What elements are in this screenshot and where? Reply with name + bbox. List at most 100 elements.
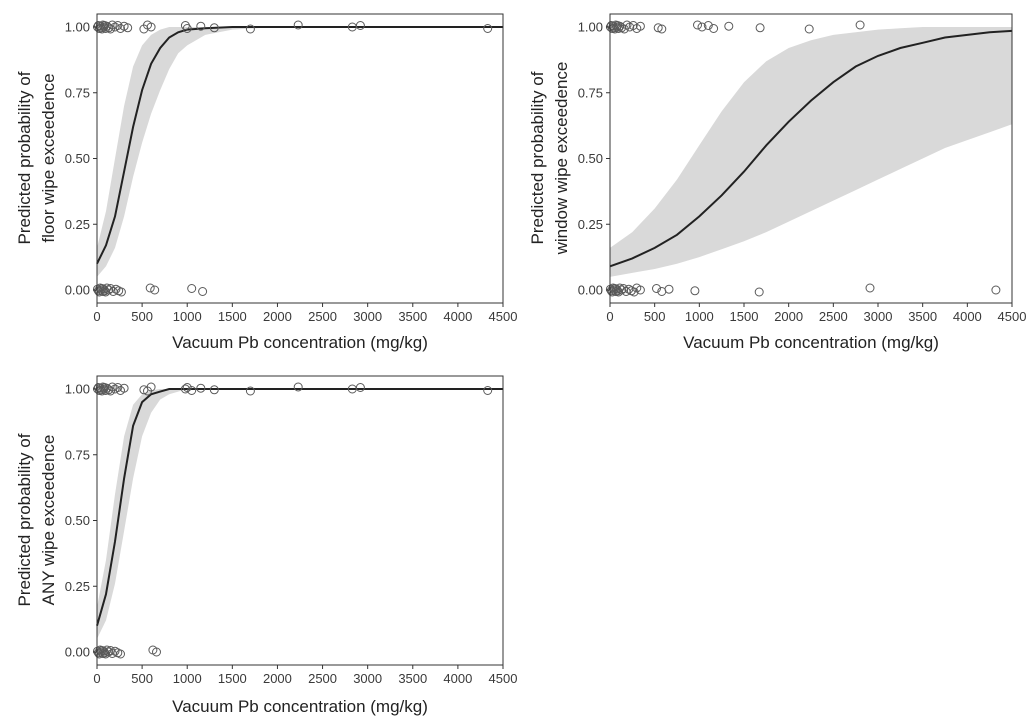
data-point — [152, 647, 161, 657]
data-point — [146, 22, 156, 32]
y-tick-label: 0.75 — [65, 85, 90, 100]
data-point — [107, 20, 117, 30]
data-point — [182, 383, 192, 392]
x-tick-label: 1500 — [730, 309, 759, 324]
x-tick-label: 1000 — [173, 671, 202, 686]
data-point — [116, 287, 126, 297]
data-point — [209, 23, 219, 33]
x-tick-label: 1500 — [218, 671, 247, 686]
x-tick-label: 3000 — [353, 671, 382, 686]
panel-any: 0 500 1000 1500 2000 2500 3000 3500 4000 4500 0.00… — [15, 375, 518, 716]
x-tick-label: 2500 — [819, 309, 848, 324]
x-tick-label: 500 — [644, 309, 666, 324]
y-tick-label: 0.50 — [578, 151, 603, 166]
data-point — [483, 386, 493, 395]
data-point — [652, 284, 661, 293]
y-tick-label: 0.00 — [578, 283, 603, 298]
data-point — [293, 20, 303, 30]
confidence-band — [610, 27, 1012, 277]
x-tick-label: 3500 — [398, 309, 427, 324]
x-tick-label: 1000 — [173, 309, 202, 324]
y-axis-label: Predicted probability of — [15, 71, 34, 244]
data-point — [635, 285, 645, 295]
y-axis-label: Predicted probability of — [15, 433, 34, 606]
data-point — [613, 286, 623, 296]
data-point — [991, 285, 1001, 295]
x-tick-label: 1000 — [685, 309, 714, 324]
data-point — [145, 283, 155, 293]
x-tick-label: 4500 — [489, 671, 518, 686]
data-point — [110, 646, 120, 656]
confidence-band — [97, 389, 503, 639]
data-point — [187, 386, 197, 395]
y-tick-label: 0.25 — [65, 217, 90, 232]
data-point — [113, 383, 123, 392]
data-point — [614, 24, 623, 33]
data-point — [182, 24, 192, 33]
x-tick-label: 3500 — [908, 309, 937, 324]
y-tick-label: 0.25 — [65, 579, 90, 594]
data-point — [187, 284, 197, 293]
data-point — [106, 284, 115, 293]
y-tick-label: 1.00 — [65, 20, 90, 35]
panel-window: 0 500 1000 1500 2000 2500 3000 3500 4000 4500 0.00… — [528, 13, 1027, 352]
data-point — [196, 383, 206, 393]
data-point — [724, 21, 734, 31]
y-tick-label: 1.00 — [65, 382, 90, 397]
x-tick-label: 4000 — [953, 309, 982, 324]
x-tick-label: 4500 — [998, 309, 1027, 324]
data-point — [100, 286, 110, 296]
data-point — [106, 386, 115, 396]
x-axis-label: Vacuum Pb concentration (mg/kg) — [172, 333, 428, 352]
data-point — [245, 386, 255, 396]
y-axis-label: Predicted probability of — [528, 71, 547, 244]
data-point — [664, 284, 674, 294]
fitted-curve — [609, 29, 1013, 268]
data-point — [657, 24, 667, 34]
x-tick-label: 3000 — [353, 309, 382, 324]
y-axis-label: floor wipe exceedence — [39, 73, 58, 242]
data-point — [804, 24, 814, 34]
data-point — [107, 382, 117, 392]
data-point — [119, 383, 129, 393]
data-point — [653, 23, 663, 33]
data-point — [618, 284, 628, 293]
plot-frame — [96, 375, 504, 666]
data-point — [198, 287, 208, 296]
data-point — [697, 22, 707, 32]
y-axis-label: window wipe exceedence — [552, 62, 571, 256]
data-point — [245, 24, 255, 34]
data-point — [709, 24, 719, 33]
data-point — [615, 21, 625, 31]
x-tick-label: 0 — [606, 309, 613, 324]
x-tick-label: 4500 — [489, 309, 518, 324]
fitted-curve — [96, 26, 503, 265]
x-tick-label: 500 — [131, 309, 153, 324]
y-tick-label: 0.75 — [578, 85, 603, 100]
x-tick-label: 2000 — [263, 671, 292, 686]
data-point — [693, 20, 702, 30]
y-tick-label: 0.75 — [65, 447, 90, 462]
y-tick-label: 1.00 — [578, 20, 603, 35]
data-point — [146, 382, 156, 392]
data-point — [123, 23, 133, 33]
fitted-curve — [96, 388, 503, 626]
data-point — [855, 20, 865, 30]
data-point — [113, 21, 123, 30]
x-tick-label: 500 — [131, 671, 153, 686]
x-tick-label: 1500 — [218, 309, 247, 324]
x-tick-label: 2500 — [308, 671, 337, 686]
data-point — [116, 649, 125, 659]
x-tick-label: 3000 — [864, 309, 893, 324]
y-tick-label: 0.00 — [65, 283, 90, 298]
data-point — [690, 286, 700, 296]
x-tick-label: 4000 — [443, 309, 472, 324]
data-point — [196, 21, 206, 31]
data-point — [617, 285, 627, 295]
x-tick-label: 2500 — [308, 309, 337, 324]
x-tick-label: 4000 — [443, 671, 472, 686]
y-tick-label: 0.00 — [65, 645, 90, 660]
data-point — [635, 21, 645, 31]
x-tick-label: 0 — [93, 671, 100, 686]
